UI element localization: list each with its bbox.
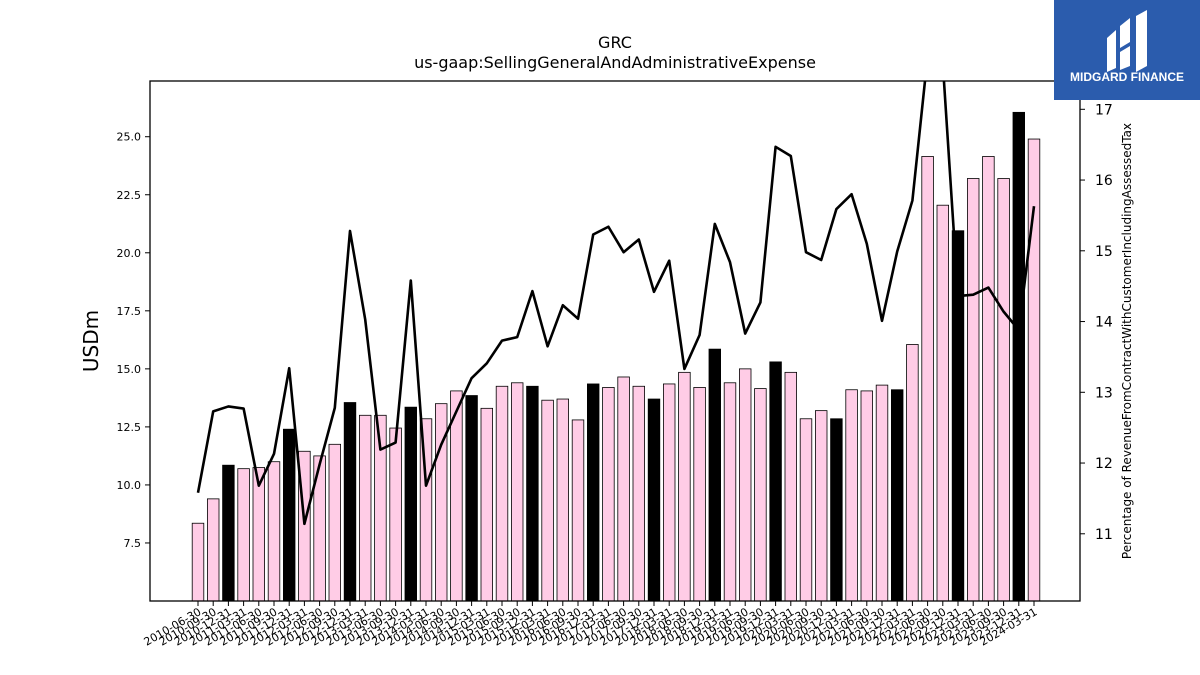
bar: [647, 398, 661, 602]
bar: [587, 383, 600, 602]
y-tick-label: 12.5: [117, 421, 142, 434]
bar: [723, 382, 737, 602]
y2-axis-label: Percentage of RevenueFromContractWithCus…: [1120, 123, 1134, 559]
bar: [830, 418, 843, 602]
bar: [571, 419, 585, 602]
bar: [663, 383, 676, 602]
bar: [678, 371, 691, 602]
y-tick-label: 25.0: [117, 131, 142, 144]
bar: [921, 156, 934, 602]
y2-tick-label: 17: [1095, 102, 1113, 118]
plot-frame: [149, 80, 1081, 602]
y2-tick-label: 12: [1095, 456, 1113, 472]
y-axis: 7.5 10.0 12.5 15.0 17.5 20.0 22.5 25.0: [117, 131, 150, 550]
bar: [541, 399, 554, 602]
bar: [389, 427, 402, 602]
bar: [404, 406, 418, 602]
bar: [282, 428, 296, 602]
bar: [465, 395, 478, 602]
y-tick-label: 20.0: [117, 247, 142, 260]
logo-text: MIDGARD FINANCE: [1070, 70, 1184, 84]
bar: [1012, 111, 1026, 602]
bar: [708, 348, 722, 602]
midgard-logo-mark-icon: [1107, 10, 1147, 72]
y-tick-label: 10.0: [117, 479, 142, 492]
bar: [815, 410, 828, 602]
y2-tick-label: 16: [1095, 173, 1113, 189]
bar: [267, 461, 281, 602]
bar: [510, 382, 524, 602]
bar: [967, 178, 980, 602]
bar: [237, 468, 250, 602]
y-tick-label: 7.5: [124, 537, 142, 550]
bar: [632, 385, 646, 602]
y2-tick-label: 13: [1095, 385, 1113, 401]
bar: [556, 398, 570, 602]
logo: MIDGARD FINANCE: [1054, 0, 1200, 100]
y2-tick-label: 15: [1095, 244, 1113, 260]
bar: [526, 385, 539, 602]
bar: [769, 361, 782, 602]
bar: [206, 498, 220, 602]
line-series: [196, 81, 1036, 526]
bar: [739, 368, 752, 602]
y-axis-label: USDm: [79, 310, 103, 372]
line-group: [196, 81, 1036, 526]
y2-tick-label: 14: [1095, 315, 1113, 331]
bar: [617, 376, 630, 602]
y-tick-label: 15.0: [117, 363, 142, 376]
y2-axis: 11 12 13 14 15 16 17: [1080, 102, 1113, 543]
bar: [860, 390, 874, 602]
bar: [891, 389, 904, 602]
y2-tick-label: 11: [1095, 527, 1113, 543]
chart-title: GRC: [598, 33, 632, 52]
bar: [343, 402, 357, 602]
y-tick-label: 22.5: [117, 189, 142, 202]
bar: [754, 388, 767, 602]
bar: [495, 385, 509, 602]
bar: [328, 443, 342, 602]
bar: [845, 389, 858, 602]
chart-subtitle: us-gaap:SellingGeneralAndAdministrativeE…: [414, 53, 816, 72]
bar: [936, 204, 950, 602]
bars-group: [191, 111, 1041, 602]
bar: [693, 387, 706, 602]
bar: [906, 344, 919, 602]
bar: [982, 156, 995, 602]
x-axis: 2010-06-302010-09-302010-12-312011-03-31…: [142, 601, 1040, 649]
y-tick-label: 17.5: [117, 305, 142, 318]
bar: [799, 418, 813, 602]
bar: [358, 414, 372, 602]
bar: [191, 522, 205, 602]
bar: [602, 387, 615, 602]
bar: [480, 407, 494, 602]
bar: [875, 384, 889, 602]
bar: [222, 464, 235, 602]
bar: [784, 371, 798, 602]
bar: [997, 178, 1010, 602]
bar: [252, 467, 266, 602]
